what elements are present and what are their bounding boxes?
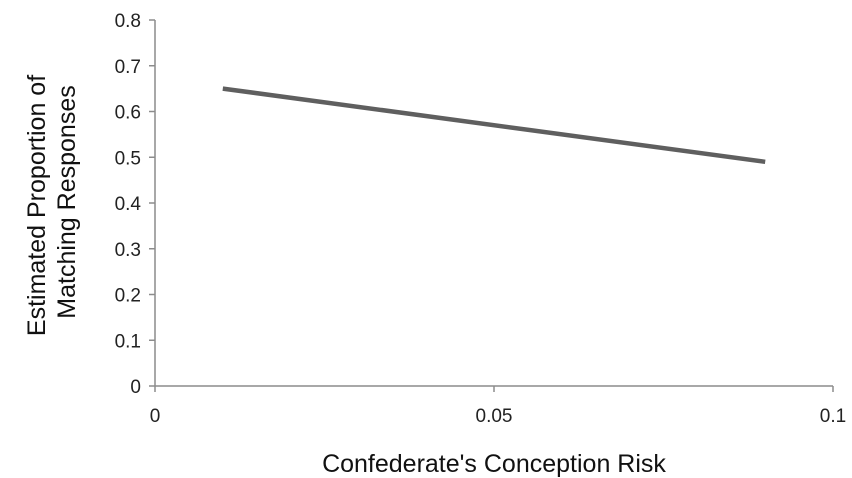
- x-axis-title: Confederate's Conception Risk: [322, 450, 666, 478]
- y-tick-label: 0: [130, 377, 141, 398]
- series-group: [222, 86, 766, 165]
- y-tick-label: 0.5: [115, 148, 141, 169]
- y-tick-label: 0.2: [115, 286, 141, 307]
- y-axis: 0 0.1 0.2 0.3 0.4 0.5 0.6 0.7 0.8: [115, 11, 156, 398]
- y-axis-title-line-2: Matching Responses: [53, 85, 81, 318]
- y-tick-label: 0.1: [115, 331, 141, 352]
- y-tick-label: 0.4: [115, 194, 142, 215]
- y-axis-title: Estimated Proportion of Matching Respons…: [23, 68, 81, 336]
- y-tick-label: 0.7: [115, 57, 141, 78]
- series-line: [222, 86, 766, 165]
- y-tick-label: 0.8: [115, 11, 141, 32]
- y-axis-title-line-1: Estimated Proportion of: [23, 75, 51, 336]
- y-tick-label: 0.6: [115, 103, 141, 124]
- x-tick-label: 0.05: [476, 406, 513, 427]
- x-axis: 0 0.05 0.1: [150, 385, 846, 427]
- x-tick-label: 0.1: [820, 406, 846, 427]
- y-tick-label: 0.3: [115, 240, 141, 261]
- x-tick-label: 0: [150, 406, 161, 427]
